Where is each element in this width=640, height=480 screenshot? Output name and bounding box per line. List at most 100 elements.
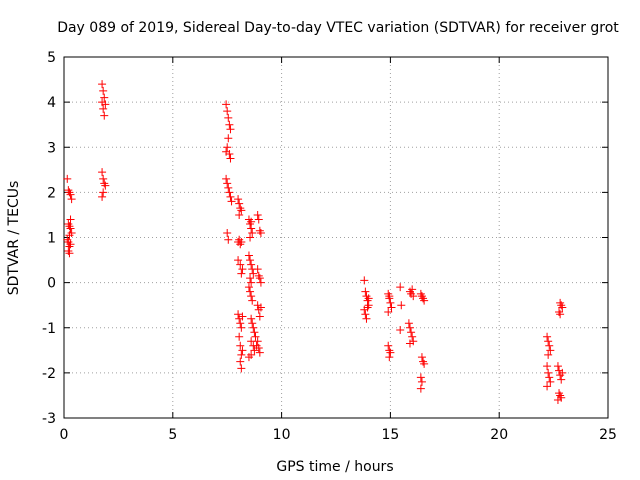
x-axis-label: GPS time / hours <box>276 459 393 475</box>
data-point <box>385 292 394 301</box>
data-point <box>99 86 108 95</box>
data-point <box>247 217 256 226</box>
data-point <box>553 395 562 404</box>
data-point <box>417 292 426 301</box>
data-point <box>404 319 413 328</box>
data-point <box>361 287 370 296</box>
data-point <box>405 323 414 332</box>
data-point <box>253 210 262 219</box>
data-point <box>254 271 263 280</box>
data-point <box>238 312 247 321</box>
data-point <box>64 247 73 256</box>
data-point <box>226 192 235 201</box>
data-point <box>244 215 253 224</box>
data-point <box>225 188 234 197</box>
data-point <box>396 326 405 335</box>
data-point <box>546 346 555 355</box>
data-point <box>63 174 72 183</box>
data-point <box>384 341 393 350</box>
data-point <box>256 303 265 312</box>
data-point <box>408 285 417 294</box>
data-point <box>235 235 244 244</box>
data-point <box>386 298 395 307</box>
data-point <box>236 240 245 249</box>
data-point <box>249 323 258 332</box>
data-point <box>397 301 406 310</box>
data-point <box>99 188 108 197</box>
data-point <box>246 219 255 228</box>
data-point <box>384 289 393 298</box>
data-point <box>252 341 261 350</box>
y-axis-label: SDTVAR / TECUs <box>6 181 22 296</box>
data-point <box>409 292 418 301</box>
data-point <box>556 310 565 319</box>
data-point <box>101 181 110 190</box>
data-point <box>246 274 255 283</box>
x-tick-label: 10 <box>273 427 291 443</box>
data-point <box>244 353 253 362</box>
data-point <box>234 310 243 319</box>
data-point <box>100 111 109 120</box>
data-point <box>234 256 243 265</box>
data-point <box>223 143 232 152</box>
data-point <box>98 80 107 89</box>
data-point <box>543 362 552 371</box>
data-point <box>247 314 256 323</box>
y-tick-label: -3 <box>42 411 56 427</box>
data-point <box>558 303 567 312</box>
data-point <box>255 226 264 235</box>
data-point <box>246 256 255 265</box>
data-point <box>236 204 245 213</box>
data-point <box>237 269 246 278</box>
data-point <box>248 296 257 305</box>
data-point <box>244 283 253 292</box>
data-point <box>419 357 428 366</box>
data-point <box>247 260 256 269</box>
data-point <box>254 215 263 224</box>
y-tick-label: 2 <box>47 185 56 201</box>
data-point <box>387 303 396 312</box>
data-point <box>405 339 414 348</box>
data-point <box>384 307 393 316</box>
data-point <box>407 328 416 337</box>
data-point <box>224 134 233 143</box>
data-point <box>65 249 74 258</box>
data-point <box>236 319 245 328</box>
data-point <box>238 346 247 355</box>
data-point <box>66 224 75 233</box>
data-point <box>222 100 231 109</box>
data-point <box>555 389 564 398</box>
data-point <box>246 233 255 242</box>
data-point <box>65 188 74 197</box>
data-point <box>254 344 263 353</box>
data-point <box>99 174 108 183</box>
data-point <box>64 219 73 228</box>
data-point <box>417 353 426 362</box>
data-point <box>224 235 233 244</box>
data-point <box>235 210 244 219</box>
data-point <box>224 113 233 122</box>
data-point <box>235 332 244 341</box>
data-point <box>546 377 555 386</box>
data-point <box>234 195 243 204</box>
data-point <box>67 195 76 204</box>
data-point <box>246 287 255 296</box>
data-point <box>237 323 246 332</box>
data-point <box>362 314 371 323</box>
data-point <box>250 346 259 355</box>
data-point <box>407 289 416 298</box>
axis-ticks: 0 5 10 15 20 25 -3 -2 -1 0 1 2 3 4 5 <box>42 50 617 443</box>
data-point <box>557 375 566 384</box>
data-point <box>544 337 553 346</box>
data-point <box>225 120 234 129</box>
data-point <box>224 183 233 192</box>
data-point <box>249 269 258 278</box>
data-point <box>247 292 256 301</box>
x-tick-label: 0 <box>60 427 69 443</box>
data-point <box>558 368 567 377</box>
y-tick-label: -2 <box>42 366 56 382</box>
data-point <box>226 125 235 134</box>
data-point <box>419 294 428 303</box>
data-point <box>256 228 265 237</box>
